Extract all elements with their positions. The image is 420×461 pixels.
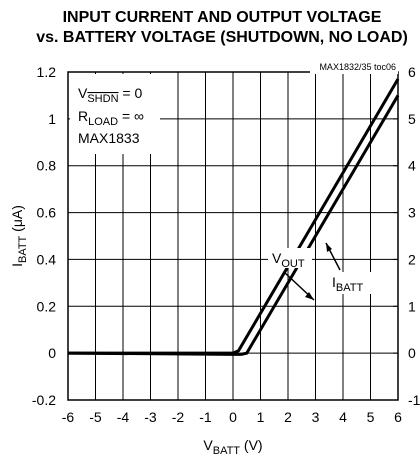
arrowhead xyxy=(326,243,332,252)
y-tick-label: 0.6 xyxy=(37,205,57,221)
t: BATT xyxy=(17,235,29,263)
x-tick-label: -2 xyxy=(172,409,185,425)
series-label: IBATT xyxy=(332,274,363,294)
y-tick-label: 0.8 xyxy=(37,158,57,174)
y2-tick-label: 3 xyxy=(408,205,416,221)
chart-code: MAX1832/35 toc06 xyxy=(319,62,396,72)
condition: RLOAD = ∞ xyxy=(78,108,144,128)
y-tick-label: 1 xyxy=(48,111,56,127)
x-tick-label: -1 xyxy=(199,409,212,425)
t: (V) xyxy=(240,437,263,453)
t: SHDN xyxy=(87,93,118,105)
condition: VSHDN = 0 xyxy=(78,85,142,105)
chart-title: INPUT CURRENT AND OUTPUT VOLTAGE xyxy=(63,9,382,26)
t: OUT xyxy=(281,258,305,270)
x-tick-label: 1 xyxy=(257,409,265,425)
t: LOAD xyxy=(88,116,118,128)
t: I xyxy=(332,274,336,290)
t: I xyxy=(9,263,25,267)
t: = 0 xyxy=(119,85,143,101)
plot-frame xyxy=(67,71,399,401)
x-tick-label: -6 xyxy=(62,409,75,425)
code-box xyxy=(310,64,398,74)
condition: MAX1833 xyxy=(78,130,140,146)
y-tick-label: 1.2 xyxy=(37,64,57,80)
x-tick-label: -5 xyxy=(89,409,102,425)
y2-tick-label: 2 xyxy=(408,251,416,267)
t: (μA) xyxy=(9,205,25,236)
t: V xyxy=(203,437,213,453)
grid xyxy=(67,71,399,401)
x-tick-label: -4 xyxy=(117,409,130,425)
x-tick-label: -3 xyxy=(144,409,157,425)
x-axis-label: VBATT (V) xyxy=(203,437,262,457)
label-box xyxy=(268,248,312,268)
chart-title: vs. BATTERY VOLTAGE (SHUTDOWN, NO LOAD) xyxy=(36,29,408,46)
arrowhead xyxy=(305,292,314,300)
y-tick-label: 0.4 xyxy=(37,251,57,267)
y2-tick-label: 1 xyxy=(408,298,416,314)
t: BATT xyxy=(336,282,364,294)
t: V xyxy=(78,85,88,101)
y-tick-label: -0.2 xyxy=(32,392,56,408)
y2-tick-label: 6 xyxy=(408,64,416,80)
y-tick-label: 0 xyxy=(48,345,56,361)
legend-box xyxy=(70,74,160,154)
y2-tick-label: 5 xyxy=(408,111,416,127)
t: BATT xyxy=(213,445,241,457)
x-tick-label: 3 xyxy=(312,409,320,425)
x-tick-label: 6 xyxy=(394,409,402,425)
x-tick-label: 4 xyxy=(339,409,347,425)
y2-tick-label: 4 xyxy=(408,158,416,174)
y-axis-label: IBATT (μA) xyxy=(9,205,29,267)
y-tick-label: 0.2 xyxy=(37,298,57,314)
y2-tick-label: 0 xyxy=(408,345,416,361)
x-tick-label: 2 xyxy=(284,409,292,425)
y2-tick-label: -1 xyxy=(408,392,420,408)
t: = ∞ xyxy=(118,108,144,124)
t: V xyxy=(272,250,282,266)
series-label: VOUT xyxy=(272,250,305,270)
x-tick-label: 0 xyxy=(229,409,237,425)
x-tick-label: 5 xyxy=(367,409,375,425)
label-box xyxy=(328,272,374,294)
t: R xyxy=(78,108,88,124)
